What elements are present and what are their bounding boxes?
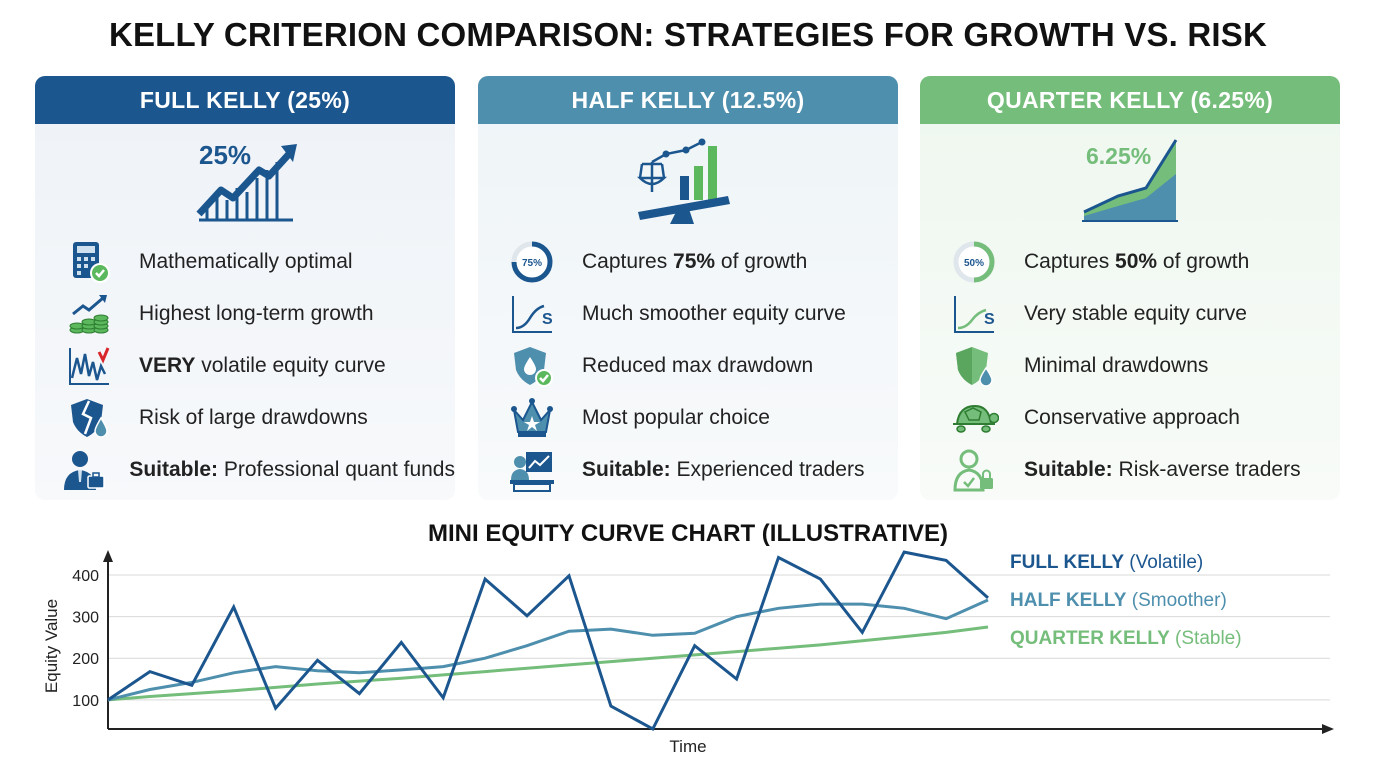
x-axis-arrow xyxy=(1322,724,1334,734)
card-header: FULL KELLY (25%) xyxy=(35,76,455,124)
list-item: Minimal drawdowns xyxy=(920,340,1340,392)
volatile-chart-icon xyxy=(59,344,119,388)
list-item: Most popular choice xyxy=(478,392,898,444)
coins-growth-icon xyxy=(59,292,119,336)
legend-name: QUARTER KELLY xyxy=(1010,628,1170,649)
svg-text:S: S xyxy=(542,311,553,328)
page-title: KELLY CRITERION COMPARISON: STRATEGIES F… xyxy=(108,16,1268,53)
smooth-curve-icon: S xyxy=(944,292,1004,336)
list-item: Conservative approach xyxy=(920,392,1340,444)
legend-half-kelly: HALF KELLY (Smoother) xyxy=(1010,590,1227,612)
shield-drop-icon xyxy=(944,344,1004,388)
legend-name: HALF KELLY xyxy=(1010,590,1127,611)
y-tick-label: 100 xyxy=(72,693,99,710)
shield-check-icon xyxy=(502,344,562,388)
list-item: S Much smoother equity curve xyxy=(478,288,898,340)
list-item: S Very stable equity curve xyxy=(920,288,1340,340)
progress-ring-icon: 75% xyxy=(502,240,562,284)
row-text: Most popular choice xyxy=(582,406,770,429)
row-text: Captures 75% of growth xyxy=(582,250,808,273)
x-axis-label: Time xyxy=(669,737,706,756)
row-text: Suitable: Risk-averse traders xyxy=(1024,458,1301,481)
row-text: Minimal drawdowns xyxy=(1024,354,1209,377)
svg-text:50%: 50% xyxy=(964,258,984,269)
balance-chart-icon xyxy=(478,134,898,234)
y-axis-arrow xyxy=(103,550,113,562)
legend-name: FULL KELLY xyxy=(1010,552,1125,573)
y-tick-label: 300 xyxy=(72,610,99,627)
legend-note: (Volatile) xyxy=(1129,552,1204,573)
list-item: 50% Captures 50% of growth xyxy=(920,236,1340,288)
trader-desk-icon xyxy=(502,448,562,492)
row-text: VERY volatile equity curve xyxy=(139,354,386,377)
list-item: Highest long-term growth xyxy=(35,288,455,340)
calculator-check-icon xyxy=(59,240,119,284)
list-item: Risk of large drawdowns xyxy=(35,392,455,444)
chart-title: MINI EQUITY CURVE CHART (ILLUSTRATIVE) xyxy=(427,520,948,547)
svg-text:S: S xyxy=(984,311,995,328)
row-text: Highest long-term growth xyxy=(139,302,374,325)
list-item: Suitable: Risk-averse traders xyxy=(920,444,1340,496)
row-text: Mathematically optimal xyxy=(139,250,353,273)
smooth-curve-icon: S xyxy=(502,292,562,336)
area-chart-icon: 6.25% xyxy=(920,134,1340,234)
row-text: Suitable: Experienced traders xyxy=(582,458,865,481)
y-tick-label: 200 xyxy=(72,651,99,668)
list-item: Mathematically optimal xyxy=(35,236,455,288)
row-text: Very stable equity curve xyxy=(1024,302,1247,325)
y-axis-label: Equity Value xyxy=(42,599,61,693)
legend-note: (Stable) xyxy=(1175,628,1242,649)
legend-note: (Smoother) xyxy=(1131,590,1227,611)
list-item: Suitable: Professional quant funds xyxy=(35,444,455,496)
list-item: 75% Captures 75% of growth xyxy=(478,236,898,288)
equity-curve-chart: Time Equity Value 100 200 300 400 xyxy=(42,550,1334,756)
hero-label: 25% xyxy=(199,140,251,170)
legend-quarter-kelly: QUARTER KELLY (Stable) xyxy=(1010,628,1242,650)
growth-chart-icon: 25% xyxy=(35,134,455,234)
quarter-kelly-card: QUARTER KELLY (6.25%) 6.25% 50% Captures… xyxy=(920,76,1340,500)
row-text: Conservative approach xyxy=(1024,406,1240,429)
progress-ring-icon: 50% xyxy=(944,240,1004,284)
row-text: Suitable: Professional quant funds xyxy=(129,458,455,481)
svg-text:75%: 75% xyxy=(522,258,542,269)
half-kelly-line xyxy=(107,598,989,702)
legend-full-kelly: FULL KELLY (Volatile) xyxy=(1010,552,1203,574)
list-item: Suitable: Experienced traders xyxy=(478,444,898,496)
y-tick-label: 400 xyxy=(72,568,99,585)
row-text: Reduced max drawdown xyxy=(582,354,814,377)
crown-star-icon xyxy=(502,396,562,440)
row-text: Much smoother equity curve xyxy=(582,302,846,325)
row-text: Captures 50% of growth xyxy=(1024,250,1250,273)
card-header: QUARTER KELLY (6.25%) xyxy=(920,76,1340,124)
half-kelly-card: HALF KELLY (12.5%) 75% Captures 75% of g… xyxy=(478,76,898,500)
list-item: VERY volatile equity curve xyxy=(35,340,455,392)
person-lock-icon xyxy=(944,448,1004,492)
full-kelly-card: FULL KELLY (25%) 25% Mathematically opti… xyxy=(35,76,455,500)
full-kelly-line xyxy=(107,550,990,732)
broken-shield-drop-icon xyxy=(59,396,119,440)
turtle-icon xyxy=(944,396,1004,440)
card-header: HALF KELLY (12.5%) xyxy=(478,76,898,124)
row-text: Risk of large drawdowns xyxy=(139,406,368,429)
businessman-briefcase-icon xyxy=(59,448,109,492)
quarter-kelly-line xyxy=(107,625,989,702)
hero-label: 6.25% xyxy=(1086,143,1151,169)
list-item: Reduced max drawdown xyxy=(478,340,898,392)
